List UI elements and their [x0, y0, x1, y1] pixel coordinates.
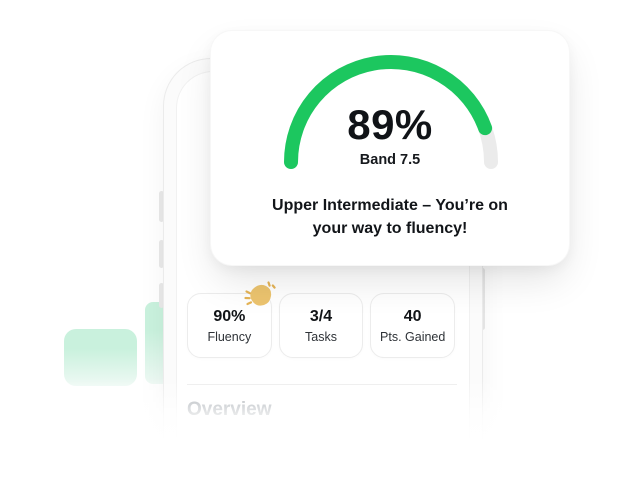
stat-label: Pts. Gained — [380, 329, 446, 344]
section-divider — [187, 384, 457, 385]
overview-heading: Overview — [187, 399, 272, 420]
gauge-progress-arc — [284, 55, 493, 169]
stat-value: 40 — [403, 307, 422, 325]
stat-card-tasks: 3/4 Tasks — [278, 293, 364, 358]
clapping-hands-icon — [244, 281, 276, 306]
result-message: Upper Intermediate – You’re on your way … — [272, 197, 508, 237]
phone-volume-up-button — [159, 240, 164, 268]
stats-row: 90% Fluency 3/4 Tasks 40 Pts. Gained — [187, 293, 456, 358]
score-percentage: 89% — [347, 101, 433, 148]
phone-silent-switch — [159, 191, 164, 222]
stat-label: Tasks — [305, 329, 337, 344]
result-card: 89% Band 7.5 Upper Intermediate – You’re… — [210, 30, 570, 266]
band-label: Band 7.5 — [359, 152, 421, 168]
phone-volume-down-button — [159, 283, 164, 308]
mint-decoration-block-large — [64, 329, 137, 386]
stat-label: Fluency — [207, 329, 252, 344]
stat-value: 3/4 — [309, 307, 333, 325]
stat-value: 90% — [213, 307, 246, 325]
stat-card-points: 40 Pts. Gained — [370, 293, 456, 358]
score-gauge — [284, 55, 498, 169]
